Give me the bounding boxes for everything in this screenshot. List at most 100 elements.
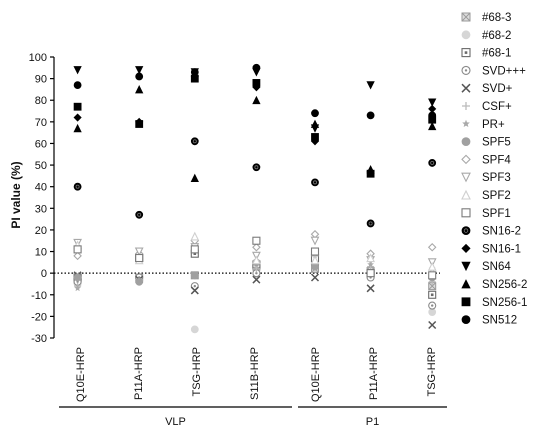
legend-label: PR+ bbox=[482, 119, 505, 131]
group-label: VLP bbox=[165, 416, 186, 428]
legend-label: SPF1 bbox=[482, 208, 511, 220]
data-point bbox=[428, 271, 437, 280]
group-label: P1 bbox=[366, 416, 379, 428]
legend-marker bbox=[462, 102, 470, 110]
legend-marker bbox=[461, 12, 471, 22]
data-point bbox=[190, 325, 199, 334]
legend-marker bbox=[461, 83, 471, 93]
data-point bbox=[190, 245, 199, 254]
legend-marker bbox=[461, 48, 471, 58]
data-point bbox=[366, 269, 375, 278]
x-category-label: P11A-HRP bbox=[368, 347, 380, 400]
legend-marker bbox=[462, 119, 470, 128]
y-tick-label: 10 bbox=[35, 247, 47, 259]
data-point bbox=[190, 74, 199, 83]
data-point bbox=[252, 265, 260, 273]
data-point bbox=[427, 242, 437, 252]
y-tick-label: 50 bbox=[35, 160, 47, 172]
x-category-label: TSG-HRP bbox=[426, 347, 438, 397]
legend-label: SVD+ bbox=[482, 83, 513, 95]
legend-marker bbox=[461, 315, 471, 325]
legend-label: SN64 bbox=[482, 261, 511, 273]
legend-label: SN256-2 bbox=[482, 279, 527, 291]
data-point bbox=[134, 247, 144, 257]
data-point bbox=[310, 247, 320, 256]
data-point bbox=[252, 236, 261, 245]
data-point bbox=[311, 178, 319, 187]
data-point bbox=[190, 68, 199, 77]
data-point bbox=[73, 81, 82, 89]
data-point bbox=[366, 219, 375, 228]
y-tick-label: 80 bbox=[35, 95, 47, 107]
legend-label: SVD+++ bbox=[482, 65, 526, 77]
data-point bbox=[428, 111, 437, 120]
data-point bbox=[73, 245, 82, 254]
legend-marker bbox=[461, 172, 471, 183]
x-category-label: Q10E-HRP bbox=[310, 347, 322, 402]
data-point bbox=[366, 111, 375, 120]
data-point bbox=[135, 253, 144, 263]
data-point bbox=[135, 72, 144, 81]
data-point bbox=[73, 113, 82, 122]
legend-marker bbox=[461, 261, 471, 272]
legend-label: #68-3 bbox=[482, 12, 511, 24]
legend-marker bbox=[461, 189, 471, 200]
data-point bbox=[190, 231, 200, 241]
legend-marker bbox=[461, 243, 471, 253]
y-tick-label: 40 bbox=[35, 182, 47, 194]
legend-marker bbox=[461, 279, 471, 289]
data-point bbox=[190, 286, 199, 295]
legend-label: SN16-1 bbox=[482, 243, 521, 255]
legend-label: SPF4 bbox=[482, 154, 511, 166]
data-point bbox=[428, 121, 437, 131]
legend-marker bbox=[461, 226, 471, 236]
data-point bbox=[73, 251, 82, 261]
data-point bbox=[366, 253, 375, 263]
legend: #68-3 #68-2 #68-1 SVD+++ SVD+ CSF+ PR+ SPF5 SPF4… bbox=[461, 12, 527, 327]
x-category-label: TSG-HRP bbox=[191, 347, 203, 397]
legend-label: SN512 bbox=[482, 315, 517, 327]
data-point bbox=[310, 255, 320, 265]
data-point bbox=[311, 133, 319, 141]
data-point bbox=[73, 273, 82, 282]
data-point bbox=[311, 109, 319, 118]
data-point bbox=[366, 81, 375, 90]
legend-marker bbox=[461, 65, 471, 75]
legend-label: #68-2 bbox=[482, 30, 511, 42]
data-point bbox=[73, 123, 82, 133]
y-tick-label: 60 bbox=[35, 138, 47, 150]
data-point bbox=[73, 102, 82, 111]
data-point bbox=[135, 66, 144, 75]
legend-marker bbox=[461, 137, 471, 147]
data-point bbox=[310, 273, 320, 282]
data-point bbox=[428, 290, 437, 299]
y-axis-title: PI value (%) bbox=[9, 161, 23, 228]
data-point bbox=[135, 120, 144, 128]
data-point bbox=[366, 169, 375, 178]
data-point bbox=[252, 63, 261, 72]
data-point bbox=[252, 95, 261, 105]
y-tick-label: 0 bbox=[41, 268, 47, 280]
data-point bbox=[252, 275, 261, 284]
legend-marker bbox=[461, 154, 471, 165]
data-point bbox=[427, 261, 437, 271]
x-category-label: P11A-HRP bbox=[133, 347, 145, 400]
legend-marker bbox=[461, 297, 471, 307]
y-tick-label: -10 bbox=[31, 290, 47, 302]
data-point bbox=[428, 159, 437, 167]
plot-area: -30 -20 -10 0 10 20 30 40 50 60 70 80 90 100 Q10E-HRP P… bbox=[29, 52, 447, 428]
legend-label: SPF2 bbox=[482, 190, 511, 202]
data-point bbox=[366, 284, 375, 293]
data-point bbox=[135, 210, 144, 219]
data-point bbox=[73, 182, 82, 191]
y-tick-label: -30 bbox=[31, 333, 47, 345]
data-point bbox=[428, 321, 437, 330]
data-point bbox=[252, 79, 261, 87]
data-point bbox=[190, 137, 199, 146]
data-point bbox=[428, 98, 437, 107]
x-category-label: Q10E-HRP bbox=[75, 347, 87, 402]
legend-label: #68-1 bbox=[482, 48, 511, 60]
legend-label: SN16-2 bbox=[482, 226, 521, 238]
legend-marker bbox=[461, 30, 471, 40]
